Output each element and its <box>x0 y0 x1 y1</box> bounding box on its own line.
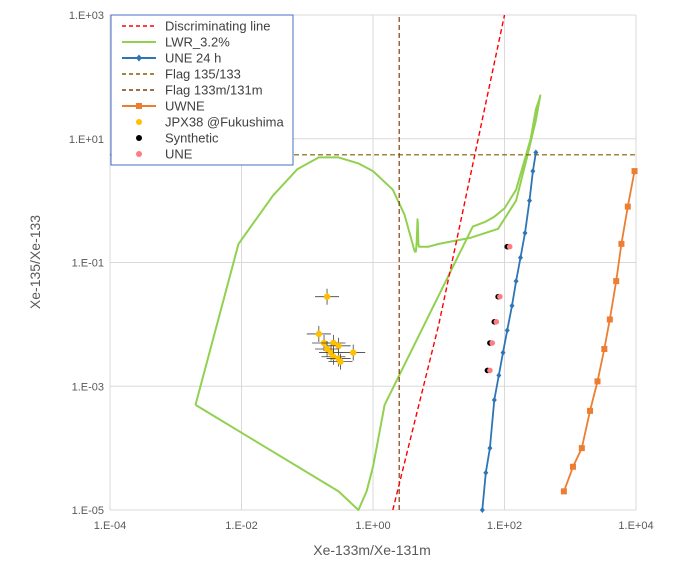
legend-marker <box>136 135 142 141</box>
y-tick-label: 1.E+03 <box>69 10 104 22</box>
une-24-h-marker <box>533 149 539 156</box>
x-tick-label: 1.E+04 <box>618 520 653 532</box>
x-tick-label: 1.E-04 <box>94 520 126 532</box>
y-axis-title: Xe-135/Xe-133 <box>27 215 43 309</box>
x-tick-label: 1.E+02 <box>487 520 522 532</box>
legend-item-une-24-h: UNE 24 h <box>122 51 221 66</box>
une-point <box>497 293 503 300</box>
uwne-marker <box>560 488 567 495</box>
uwne-marker <box>613 278 620 285</box>
jpx38-point <box>323 293 331 300</box>
une-24-h-marker <box>491 396 497 403</box>
une-24-h-marker <box>526 197 532 204</box>
legend-label: Flag 133m/131m <box>165 83 263 98</box>
legend-label: Discriminating line <box>165 19 270 34</box>
jpx38-point <box>335 342 342 350</box>
x-tick-label: 1.E+00 <box>355 520 390 532</box>
uwne-marker <box>601 345 608 352</box>
une-point <box>506 243 513 250</box>
legend-label: UWNE <box>165 99 205 114</box>
uwne-marker <box>587 407 594 414</box>
une-24-h-marker <box>513 278 519 285</box>
x-tick-labels: 1.E-04 1.E-02 1.E+00 1.E+02 1.E+04 <box>94 520 654 532</box>
une-24-h-line <box>481 152 537 511</box>
legend-box <box>110 14 294 166</box>
y-tick-label: 1.E-05 <box>72 505 104 517</box>
uwne-marker <box>594 378 601 385</box>
une-24-h-marker <box>500 349 506 356</box>
uwne-marker <box>631 168 638 175</box>
une-24-h-marker <box>487 445 493 452</box>
y-tick-label: 1.E-03 <box>72 381 104 393</box>
jpx38-point <box>315 330 323 338</box>
legend-label: LWR_3.2% <box>165 35 230 50</box>
une-point <box>493 319 500 325</box>
uwne-marker <box>618 240 625 247</box>
une-24-h-marker <box>479 507 485 513</box>
legend-label: UNE 24 h <box>165 51 221 66</box>
y-tick-labels: 1.E-05 1.E-03 1.E-01 1.E+01 1.E+03 <box>69 10 104 517</box>
uwne-marker <box>569 463 576 470</box>
plot-area <box>110 14 638 513</box>
legend-label: UNE <box>165 147 193 162</box>
legend-item-jpx38-fukushima: JPX38 @Fukushima <box>136 115 284 130</box>
x-axis-title: Xe-133m/Xe-131m <box>313 542 431 558</box>
legend-label: Synthetic <box>165 131 219 146</box>
legend-item-uwne: UWNE <box>122 99 205 114</box>
une-24-h-marker <box>530 168 536 175</box>
legend-marker <box>136 54 142 62</box>
legend-item-flag-133m-131m: Flag 133m/131m <box>122 83 263 98</box>
une-point <box>487 367 493 374</box>
legend-item-discriminating-line: Discriminating line <box>122 19 270 34</box>
jpx38-point <box>350 349 357 356</box>
uwne-line <box>563 170 636 492</box>
uwne-marker <box>578 445 585 452</box>
y-tick-label: 1.E+01 <box>69 134 104 146</box>
legend-item-synthetic: Synthetic <box>136 131 219 146</box>
legend-item-flag-135-133: Flag 135/133 <box>122 67 241 82</box>
y-tick-label: 1.E-01 <box>72 258 104 270</box>
legend-item-lwr-3-2: LWR_3.2% <box>122 35 230 50</box>
uwne-marker <box>606 316 613 323</box>
lwr-3-2-line <box>194 94 542 511</box>
discriminating-line-line <box>392 14 506 511</box>
une-24-h-marker <box>496 372 502 379</box>
une-24-h-marker <box>509 302 515 309</box>
jpx38-point <box>330 339 337 347</box>
une-24-h-marker <box>517 254 523 261</box>
legend-marker <box>136 151 142 157</box>
jpx38-point <box>337 358 344 365</box>
legend-marker <box>136 103 142 109</box>
une-point <box>489 340 495 346</box>
uwne-marker <box>624 203 631 210</box>
legend-label: Flag 135/133 <box>165 67 241 82</box>
legend-marker <box>136 119 142 125</box>
legend-label: JPX38 @Fukushima <box>165 115 284 130</box>
legend-item-une: UNE <box>136 147 193 162</box>
x-tick-label: 1.E-02 <box>225 520 257 532</box>
une-24-h-marker <box>522 229 528 236</box>
une-24-h-marker <box>483 469 489 476</box>
une-24-h-marker <box>504 327 510 334</box>
